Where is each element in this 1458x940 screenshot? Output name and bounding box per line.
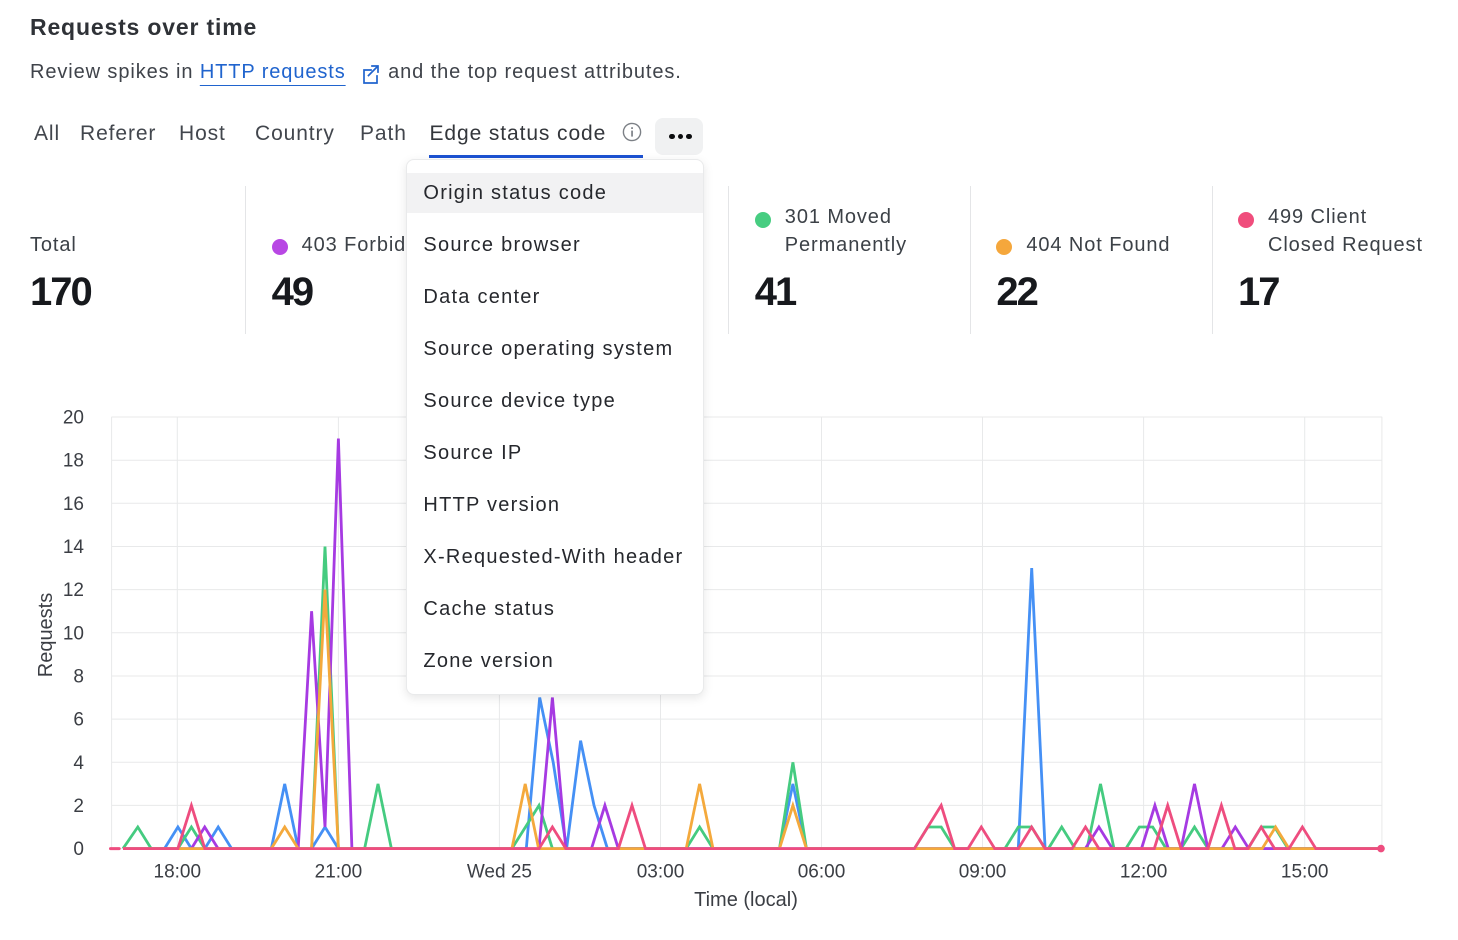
svg-text:18: 18 <box>63 451 84 472</box>
svg-text:Time (local): Time (local) <box>694 889 798 911</box>
svg-text:4: 4 <box>73 753 84 774</box>
svg-text:18:00: 18:00 <box>154 862 202 883</box>
svg-text:12:00: 12:00 <box>1120 862 1168 883</box>
svg-text:06:00: 06:00 <box>798 862 846 883</box>
svg-text:15:00: 15:00 <box>1281 862 1329 883</box>
svg-text:16: 16 <box>63 494 84 515</box>
svg-text:03:00: 03:00 <box>637 862 685 883</box>
svg-text:Wed 25: Wed 25 <box>467 862 532 883</box>
svg-text:0: 0 <box>73 839 84 860</box>
svg-text:Requests: Requests <box>35 593 57 678</box>
svg-text:20: 20 <box>63 408 84 429</box>
svg-text:2: 2 <box>73 796 84 817</box>
svg-text:10: 10 <box>63 623 84 644</box>
svg-text:8: 8 <box>73 667 84 688</box>
svg-text:6: 6 <box>73 710 84 731</box>
svg-text:12: 12 <box>63 580 84 601</box>
svg-text:21:00: 21:00 <box>315 862 363 883</box>
svg-text:09:00: 09:00 <box>959 862 1007 883</box>
svg-text:14: 14 <box>63 537 85 558</box>
